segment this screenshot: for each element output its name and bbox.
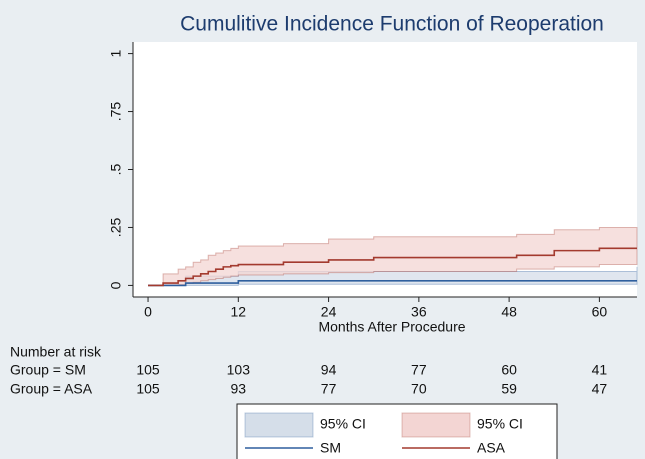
legend-ci-swatch	[244, 412, 314, 438]
risk-row-label: Group = ASA	[10, 381, 93, 397]
y-tick-label: .25	[108, 218, 124, 238]
legend-ci-label: 95% CI	[320, 416, 366, 432]
cif-line	[148, 279, 637, 287]
legend-label: ASA	[477, 440, 506, 456]
risk-count: 70	[411, 381, 427, 397]
risk-table-title: Number at risk	[10, 344, 102, 360]
risk-count: 47	[592, 381, 608, 397]
risk-count: 41	[592, 362, 608, 378]
x-tick-label: 60	[592, 304, 608, 320]
y-tick-label: .5	[108, 163, 124, 175]
legend-ci-label: 95% CI	[477, 416, 523, 432]
chart-title: Cumulitive Incidence Function of Reopera…	[180, 13, 604, 36]
x-tick-label: 36	[411, 304, 427, 320]
x-tick-label: 24	[321, 304, 337, 320]
risk-count: 94	[321, 362, 337, 378]
risk-count: 59	[501, 381, 517, 397]
ci-band	[148, 226, 638, 286]
y-tick-label: 0	[108, 281, 124, 289]
x-axis-title: Months After Procedure	[318, 319, 465, 335]
x-tick-label: 12	[231, 304, 247, 320]
risk-count: 105	[136, 362, 160, 378]
risk-count: 77	[321, 381, 337, 397]
y-tick-label: .75	[108, 102, 124, 122]
risk-count: 77	[411, 362, 427, 378]
legend-label: SM	[320, 440, 341, 456]
x-tick-label: 48	[501, 304, 517, 320]
legend-ci-swatch	[401, 412, 471, 438]
y-tick-label: 1	[108, 49, 124, 57]
risk-count: 60	[501, 362, 517, 378]
risk-count: 103	[227, 362, 251, 378]
x-tick-label: 0	[144, 304, 152, 320]
risk-count: 105	[136, 381, 160, 397]
cif-line	[148, 247, 637, 287]
risk-row-label: Group = SM	[10, 362, 86, 378]
risk-count: 93	[231, 381, 247, 397]
